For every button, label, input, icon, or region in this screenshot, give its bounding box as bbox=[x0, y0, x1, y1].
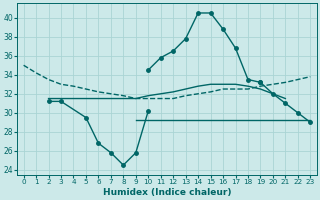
X-axis label: Humidex (Indice chaleur): Humidex (Indice chaleur) bbox=[103, 188, 231, 197]
